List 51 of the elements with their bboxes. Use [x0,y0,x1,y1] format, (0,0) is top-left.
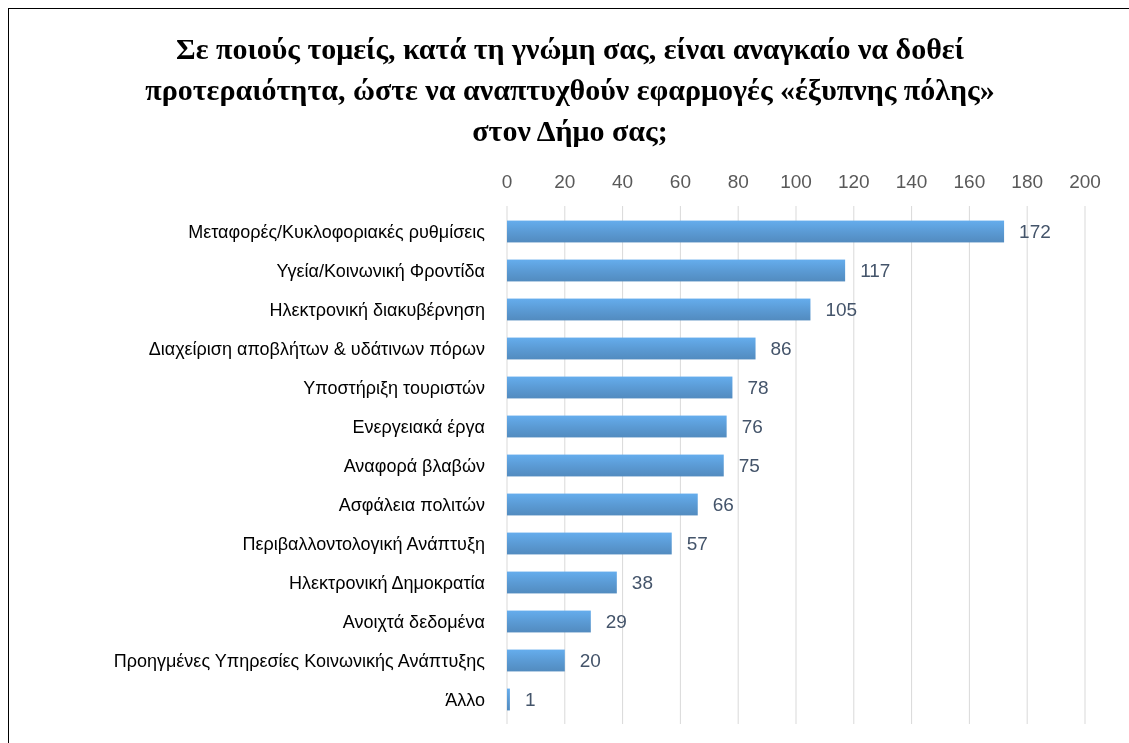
x-tick-label: 120 [837,171,870,192]
bar [507,259,846,282]
x-tick-label: 200 [1069,171,1101,192]
data-label: 29 [605,611,627,633]
data-label: 1 [524,689,536,711]
data-label: 75 [738,455,760,477]
data-label: 66 [712,494,734,516]
y-tick-label: Διαχείριση αποβλήτων & υδάτινων πόρων [148,338,485,359]
data-label: 57 [686,533,708,555]
bar [507,610,591,633]
data-label: 117 [860,260,891,282]
data-label: 38 [631,572,653,594]
data-label: 78 [747,377,769,399]
bar [507,376,733,399]
x-tick-label: 140 [895,171,928,192]
y-tick-label: Περιβαλλοντολογική Ανάπτυξη [242,533,485,554]
chart-title: Σε ποιούς τομείς, κατά τη γνώμη σας, είναι αναγκαίο να δοθεί προτεραιότητα, ώστε να αναπτυχθούν εφαρμογές «έξυπνης πόλης» στον Δήμο σας; [145,32,995,147]
bar [507,532,672,555]
x-tick-label: 0 [501,171,513,192]
x-tick-label: 160 [953,171,986,192]
bar [507,493,698,516]
x-tick-label: 40 [612,171,634,192]
x-tick-label: 180 [1011,171,1044,192]
x-tick-label: 60 [669,171,691,192]
data-label: 20 [579,650,601,672]
bar [507,337,756,360]
bar [507,571,617,594]
y-tick-label: Ενεργειακά έργα [352,416,485,437]
y-tick-label: Άλλο [445,689,485,710]
x-tick-label: 20 [554,171,576,192]
bar [507,454,724,477]
bar [507,415,727,438]
y-tick-label: Ανοιχτά δεδομένα [342,611,485,632]
bar [507,298,811,321]
y-tick-label: Ηλεκτρονική διακυβέρνηση [269,299,485,320]
bar [507,688,510,711]
y-tick-label: Ασφάλεια πολιτών [338,494,485,515]
data-label: 172 [1019,221,1051,243]
y-tick-label: Μεταφορές/Κυκλοφοριακές ρυθμίσεις [188,221,486,242]
bar [507,649,565,672]
x-tick-label: 80 [727,171,749,192]
y-tick-label: Υγεία/Κοινωνική Φροντίδα [276,260,485,281]
y-tick-label: Ηλεκτρονική Δημοκρατία [289,572,485,593]
bar [507,220,1005,243]
y-tick-label: Αναφορά βλαβών [343,455,485,476]
data-label: 105 [825,299,858,321]
data-label: 86 [770,338,792,360]
y-tick-label: Προηγμένες Υπηρεσίες Κοινωνικής Ανάπτυξης [113,650,486,671]
data-label: 76 [741,416,763,438]
y-tick-label: Υποστήριξη τουριστών [303,377,485,398]
x-tick-label: 100 [780,171,812,192]
